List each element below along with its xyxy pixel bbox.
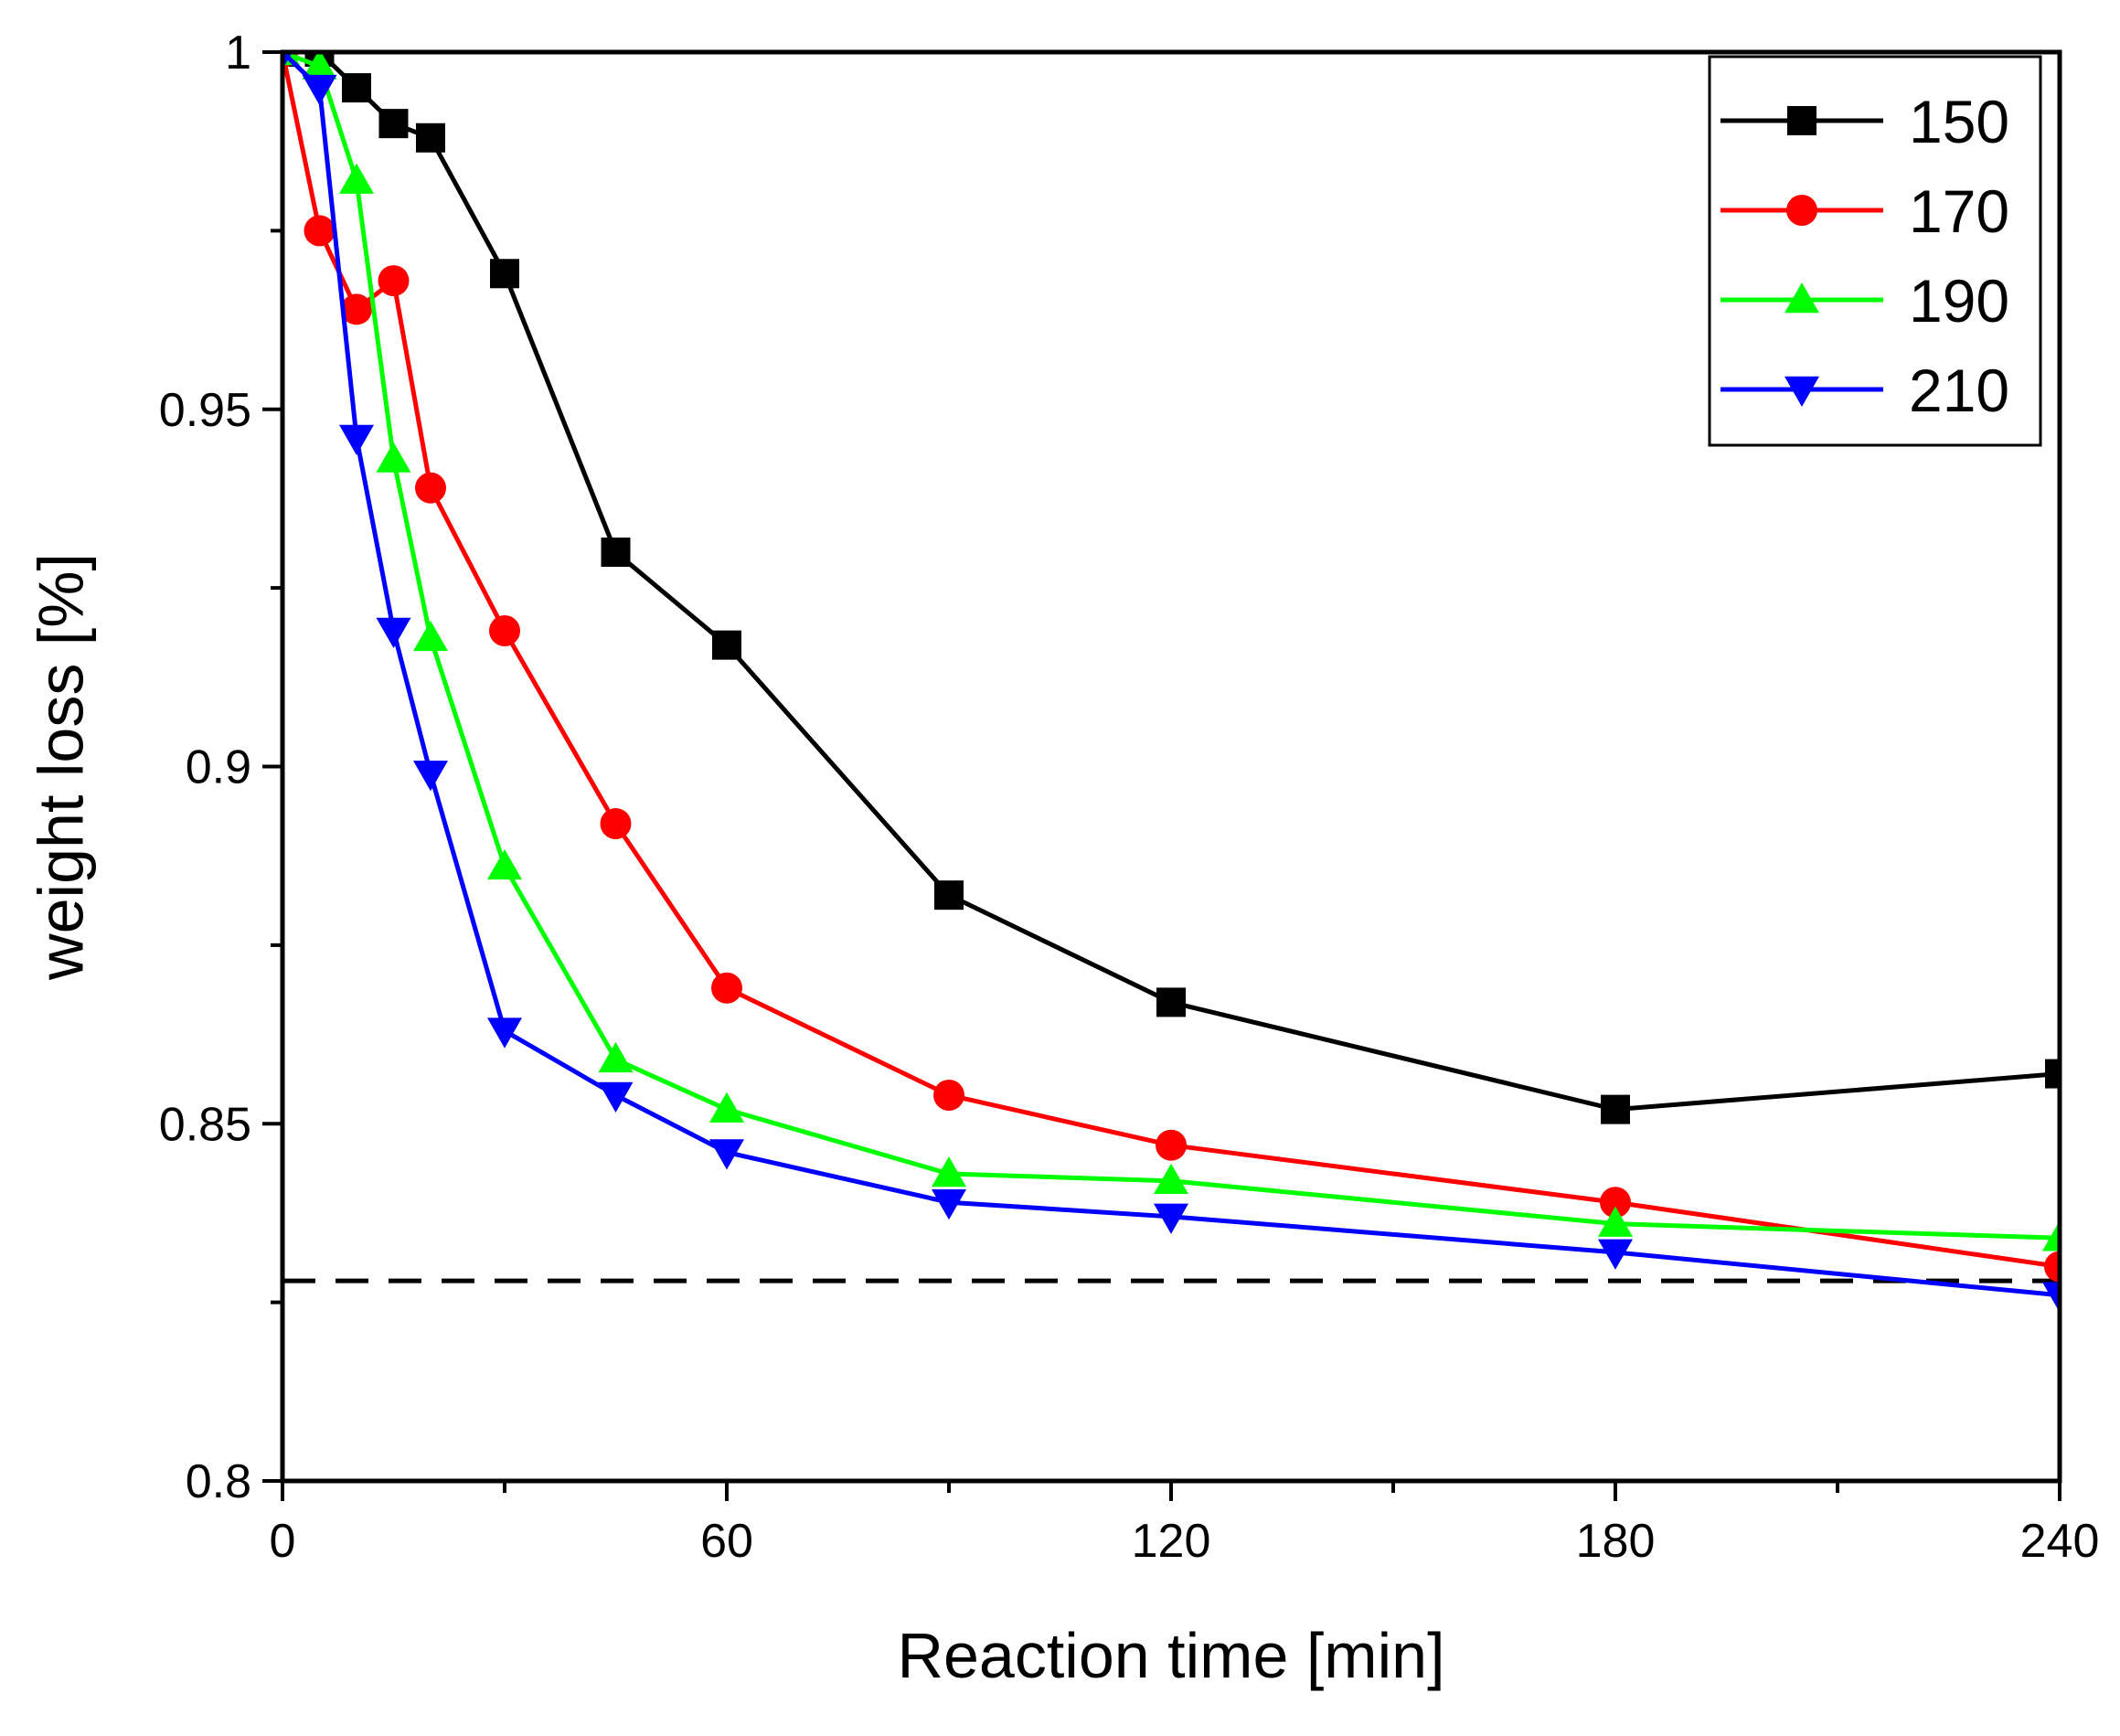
x-tick-label: 180 [1576,1515,1656,1568]
data-point [282,52,293,69]
data-point [711,972,742,1004]
data-point [934,880,964,911]
y-axis-title: weight loss [%] [25,553,96,981]
legend-item-190: 190 [1721,267,2009,335]
x-tick-label: 0 [270,1515,296,1568]
data-point [304,215,336,247]
series-150 [282,52,2060,1124]
data-point [1600,1187,1631,1219]
data-point [378,265,410,297]
data-point [2044,1251,2060,1283]
data-point [376,617,411,649]
data-point [342,73,371,103]
x-tick-label: 240 [2020,1515,2100,1568]
legend-label: 150 [1909,88,2009,155]
legend-label: 170 [1909,177,2009,245]
data-point [1598,1239,1633,1270]
data-point [600,808,632,840]
data-point [489,615,520,647]
data-point [2045,1059,2060,1089]
series-line [282,52,2060,1241]
data-point [415,472,446,504]
data-point [933,1079,964,1111]
data-point [598,1081,634,1113]
data-point [932,1156,966,1188]
data-point [601,538,631,568]
data-point [1598,1206,1633,1237]
y-tick-label: 0.9 [186,741,251,794]
y-tick-label: 0.95 [159,384,251,437]
data-point [1156,1129,1187,1161]
data-point [341,293,372,325]
y-tick-label: 0.8 [186,1455,251,1508]
series-line [282,52,2060,1298]
legend: 150 170 190 210 [1708,55,2042,447]
legend-item-210: 210 [1721,357,2009,424]
data-point [413,761,448,792]
data-point [302,52,337,80]
data-point [490,259,519,289]
y-tick-label: 1 [225,27,251,80]
series-190 [282,52,2060,1251]
data-point [1156,987,1186,1017]
data-point [2042,1220,2060,1251]
legend-label: 210 [1909,357,2009,424]
legend-item-150: 150 [1721,88,2009,155]
series-170 [282,52,2060,1283]
x-tick-label: 60 [700,1515,753,1568]
data-point [413,620,448,652]
data-point [378,109,409,139]
data-point [376,442,411,473]
data-point [416,122,445,153]
data-point [712,630,741,660]
legend-label: 190 [1909,267,2009,335]
data-point [709,1139,744,1170]
legend-marker [1787,106,1816,135]
data-point [339,163,374,194]
x-axis-title: Reaction time [min] [897,1620,1444,1691]
legend-items: 150 170 190 210 [1721,88,2009,424]
data-point [1154,1163,1188,1195]
series-210 [282,52,2060,1313]
data-point [302,74,337,106]
data-point [1154,1203,1188,1234]
data-point [487,1017,522,1049]
data-point [932,1188,966,1220]
legend-item-170: 170 [1721,177,2009,245]
y-tick-label: 0.85 [159,1098,251,1151]
x-tick-label: 120 [1132,1515,1211,1568]
legend-marker [1784,282,1819,314]
data-point [339,424,374,456]
legend-marker [1786,195,1817,226]
axis-ticks: 0 60 120 180 240 0.8 0.85 0.9 0.95 1 [159,27,2100,1568]
data-point [1601,1094,1630,1124]
data-point [598,1041,634,1073]
series-layer [282,52,2060,1313]
data-point [487,848,522,880]
data-point [709,1092,744,1123]
legend-marker [1784,376,1819,407]
data-point [2042,1282,2060,1313]
